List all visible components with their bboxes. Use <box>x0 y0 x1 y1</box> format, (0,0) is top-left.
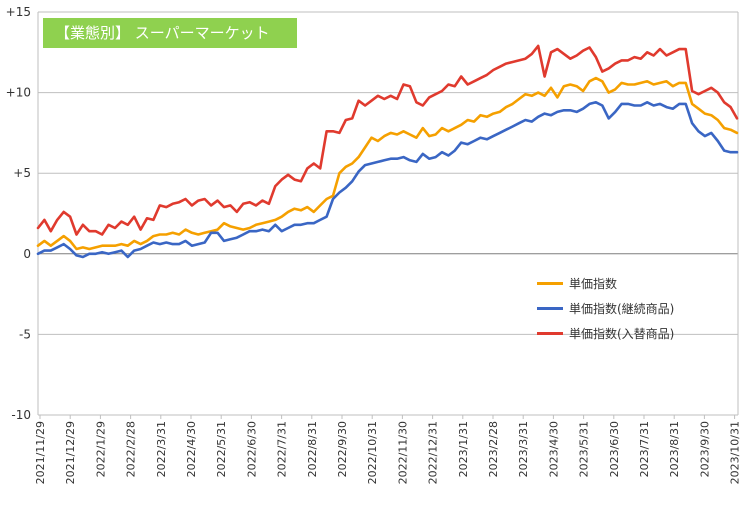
series-lines <box>36 44 739 259</box>
x-tick-label: 2023/10/31 <box>729 421 742 484</box>
legend-item-2: 単価指数(入替商品) <box>537 324 674 344</box>
x-tick-label: 2022/6/30 <box>245 421 258 477</box>
gridlines <box>37 11 739 416</box>
legend-label-1: 単価指数(継続商品) <box>569 302 675 316</box>
legend-item-1: 単価指数(継続商品) <box>537 299 674 319</box>
x-tick-label: 2022/10/31 <box>366 421 379 484</box>
x-tick-label: 2023/2/28 <box>487 421 500 477</box>
x-tick-label: 2022/9/30 <box>336 421 349 477</box>
x-tick-label: 2023/1/31 <box>457 421 470 477</box>
x-tick-label: 2022/3/31 <box>155 421 168 477</box>
x-tick-label: 2023/8/31 <box>668 421 681 477</box>
legend-swatch-2 <box>537 332 563 335</box>
x-tick-label: 2023/3/31 <box>517 421 530 477</box>
chart-title: 【業態別】 スーパーマーケット <box>43 18 297 48</box>
x-tick-label: 2021/12/29 <box>64 421 77 484</box>
series-line-0 <box>36 76 739 251</box>
x-tick-label: 2022/2/28 <box>125 421 138 477</box>
x-tick-label: 2022/5/31 <box>215 421 228 477</box>
x-tick-label: 2022/1/29 <box>94 421 107 477</box>
x-tick-label: 2023/4/30 <box>547 421 560 477</box>
x-axis: 2021/11/29 2021/12/29 2022/1/29 2022/2/28 20… <box>34 415 742 484</box>
legend-item-0: 単価指数 <box>537 274 617 294</box>
x-tick-label: 2022/11/30 <box>396 421 409 484</box>
legend-label-0: 単価指数 <box>569 277 618 291</box>
y-tick-label: -5 <box>19 327 31 341</box>
y-tick-label: 0 <box>23 247 31 261</box>
x-tick-label: 2023/5/31 <box>578 421 591 477</box>
legend-label-2: 単価指数(入替商品) <box>569 327 675 341</box>
x-tick-label: 2023/6/30 <box>608 421 621 477</box>
y-tick-label: +15 <box>6 5 31 19</box>
y-tick-label: +10 <box>6 86 31 100</box>
x-tick-label: 2023/9/30 <box>698 421 711 477</box>
series-line-1 <box>36 101 739 259</box>
x-tick-label: 2023/7/31 <box>638 421 651 477</box>
x-tick-label: 2022/12/31 <box>427 421 440 484</box>
legend-swatch-0 <box>537 282 563 285</box>
series-line-2 <box>36 44 739 236</box>
x-tick-label: 2022/8/31 <box>306 421 319 477</box>
y-tick-label: -10 <box>11 408 31 422</box>
x-tick-label: 2022/4/30 <box>185 421 198 477</box>
x-tick-label: 2022/7/31 <box>276 421 289 477</box>
legend-swatch-1 <box>537 307 563 310</box>
y-axis: +15 +10 +5 0 -5 -10 <box>6 5 31 422</box>
y-tick-label: +5 <box>13 166 31 180</box>
x-tick-label: 2021/11/29 <box>34 421 47 484</box>
